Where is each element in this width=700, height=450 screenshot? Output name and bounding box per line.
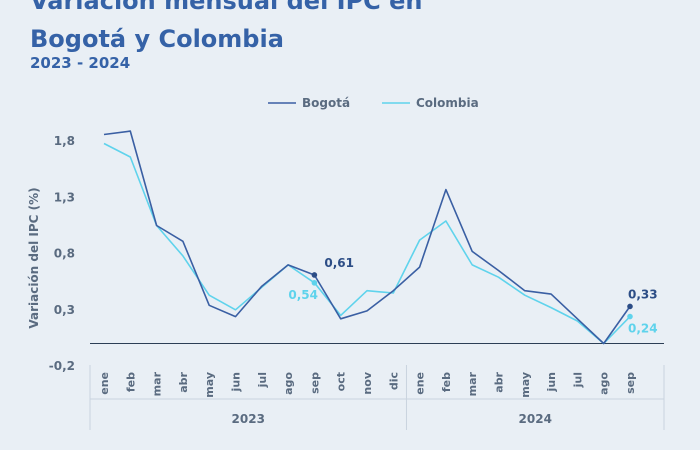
x-tick-label: sep (308, 372, 321, 394)
x-tick-label: jul (571, 372, 584, 388)
y-tick-label: 1,8 (54, 134, 75, 148)
x-tick-label: feb (124, 372, 137, 392)
data-point-marker (311, 280, 318, 286)
legend: Bogotá Colombia (268, 96, 479, 110)
chart-subtitle: 2023 - 2024 (30, 54, 131, 72)
x-tick-label: may (519, 372, 532, 398)
x-tick-label: nov (361, 371, 374, 394)
y-axis-label: Variación del IPC (%) (27, 187, 41, 328)
data-point-marker (311, 272, 318, 278)
chart-title-line-1: Variación mensual del IPC en (30, 0, 423, 15)
x-tick-label: mar (466, 371, 479, 396)
data-point-marker (627, 313, 633, 320)
series-line-colombia (103, 142, 631, 345)
year-group-label: 2023 (232, 412, 265, 426)
chart-title-line-2: Bogotá y Colombia (30, 25, 284, 53)
x-tick-label: feb (440, 372, 453, 392)
x-tick-label: ene (414, 372, 427, 395)
legend-label-bogota: Bogotá (302, 96, 350, 110)
legend-label-colombia: Colombia (416, 96, 479, 110)
y-tick-label: 0,3 (54, 303, 75, 317)
x-tick-label: dic (387, 372, 400, 390)
x-tick-label: ago (598, 372, 611, 395)
data-label: 0,61 (324, 256, 354, 270)
data-label: 0,33 (628, 287, 658, 301)
x-tick-label: abr (493, 371, 506, 392)
data-label: 0,24 (628, 322, 658, 336)
x-tick-label: jul (256, 372, 269, 388)
year-group-label: 2024 (519, 412, 552, 426)
x-tick-label: ago (282, 372, 295, 395)
y-tick-label: 1,3 (54, 190, 75, 204)
x-tick-label: jun (230, 372, 243, 392)
x-tick-label: may (203, 372, 216, 398)
x-tick-label: abr (177, 371, 190, 392)
x-tick-label: mar (151, 371, 164, 396)
y-tick-label: -0,2 (49, 359, 75, 373)
data-label: 0,54 (288, 288, 318, 302)
x-tick-label: ene (98, 372, 111, 395)
x-tick-label: oct (335, 372, 348, 391)
x-tick-label: jun (545, 372, 558, 392)
x-tick-label: sep (624, 372, 637, 394)
y-tick-label: 0,8 (54, 247, 75, 261)
series-line-bogota (103, 130, 631, 345)
data-point-marker (627, 303, 633, 310)
